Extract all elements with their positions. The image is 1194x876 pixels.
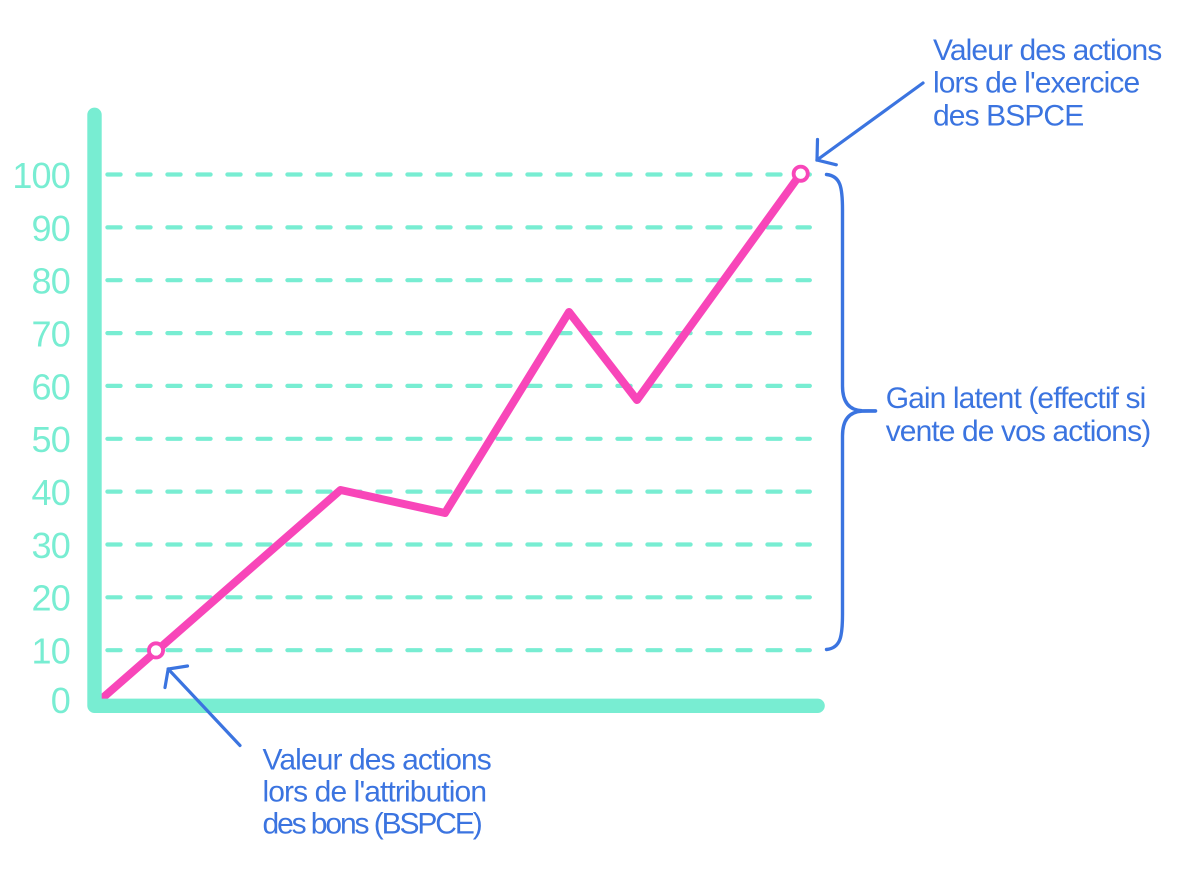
svg-text:10: 10 bbox=[32, 631, 70, 672]
svg-text:Gain latent (effectif si: Gain latent (effectif si bbox=[886, 382, 1146, 415]
svg-text:80: 80 bbox=[32, 261, 70, 302]
svg-text:des bons (BSPCE): des bons (BSPCE) bbox=[263, 807, 482, 840]
svg-text:Valeur des actions: Valeur des actions bbox=[263, 744, 491, 777]
svg-text:70: 70 bbox=[32, 314, 70, 355]
svg-text:30: 30 bbox=[32, 525, 70, 566]
svg-text:Valeur des actions: Valeur des actions bbox=[933, 34, 1161, 67]
svg-text:40: 40 bbox=[32, 472, 70, 513]
svg-text:des BSPCE: des BSPCE bbox=[933, 99, 1083, 132]
svg-text:50: 50 bbox=[32, 419, 70, 460]
svg-text:20: 20 bbox=[32, 578, 70, 619]
svg-text:lors de l'exercice: lors de l'exercice bbox=[933, 67, 1139, 100]
svg-text:90: 90 bbox=[32, 208, 70, 249]
svg-text:0: 0 bbox=[51, 680, 70, 721]
svg-text:lors de l'attribution: lors de l'attribution bbox=[263, 775, 487, 808]
svg-text:60: 60 bbox=[32, 366, 70, 407]
svg-text:100: 100 bbox=[12, 155, 70, 196]
svg-text:vente de vos actions): vente de vos actions) bbox=[886, 415, 1151, 448]
